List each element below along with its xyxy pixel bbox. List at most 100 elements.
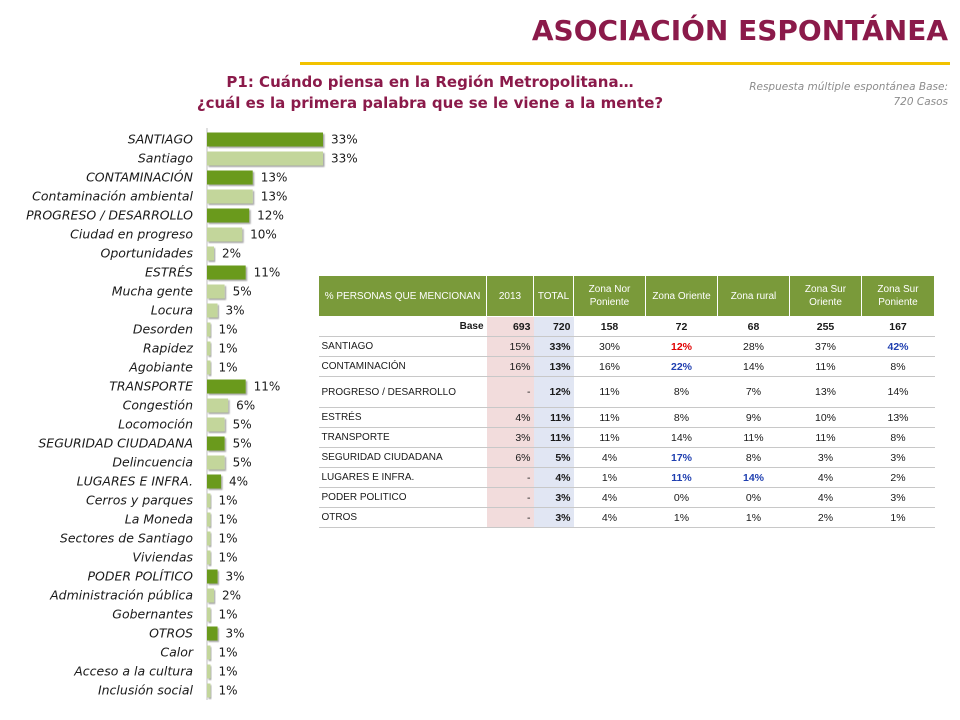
table-cell: 8% [645, 407, 718, 428]
bar-value-label: 5% [233, 285, 252, 299]
bar [207, 303, 218, 318]
table-cell: 14% [717, 356, 790, 377]
table-cell: 3% [533, 487, 574, 508]
table-base-row: Base 693 720 158 72 68 255 167 [318, 316, 935, 337]
table-cell: 68 [717, 316, 790, 337]
table-cell: 17% [645, 447, 718, 468]
bar-value-label: 1% [219, 551, 238, 565]
category-label: Cerros y parques [86, 493, 193, 508]
table-cell: 11% [645, 467, 718, 488]
category-label: Desorden [133, 322, 193, 337]
bar-value-label: 4% [229, 475, 248, 489]
bar-value-label: 1% [219, 342, 238, 356]
category-label: ESTRÉS [145, 265, 193, 280]
table-cell: 1% [645, 507, 718, 528]
bar-value-label: 33% [331, 133, 358, 147]
bar [207, 170, 253, 185]
table-cell: 11% [533, 407, 574, 428]
table-cell: - [486, 487, 534, 508]
table-row: PODER POLITICO -3% 4% 0% 0% 4% 3% [318, 487, 935, 508]
sample-note: Respuesta múltiple espontánea Base: 720 … [718, 80, 948, 110]
bar-value-label: 1% [219, 608, 238, 622]
category-label: TRANSPORTE [109, 379, 193, 394]
bar-value-label: 10% [250, 228, 277, 242]
bar [207, 683, 211, 698]
table-cell: 30% [573, 336, 646, 357]
bar-value-label: 11% [254, 266, 281, 280]
bar [207, 455, 225, 470]
table-cell: 28% [717, 336, 790, 357]
bar [207, 569, 218, 584]
table-cell: 14% [645, 427, 718, 448]
table-cell: 16% [573, 356, 646, 377]
table-cell: 0% [645, 487, 718, 508]
category-label: PROGRESO / DESARROLLO [26, 208, 193, 223]
bar [207, 512, 211, 527]
category-label: LUGARES E INFRA. [77, 474, 193, 489]
bar-value-label: 6% [236, 399, 255, 413]
table-cell: - [486, 376, 534, 408]
table-cell: 7% [717, 376, 790, 408]
category-label: CONTAMINACIÓN [86, 170, 194, 185]
category-label: Inclusión social [98, 683, 194, 698]
table-cell: 12% [645, 336, 718, 357]
bar-value-label: 13% [261, 190, 288, 204]
table-cell: 14% [717, 467, 790, 488]
col-header-nor-poniente: Zona Nor Poniente [573, 275, 646, 317]
table-cell: 4% [573, 447, 646, 468]
table-cell: 11% [533, 427, 574, 448]
row-label-cell: CONTAMINACIÓN [318, 356, 487, 377]
table-cell: 11% [789, 356, 862, 377]
bar [207, 531, 211, 546]
table-cell: 11% [717, 427, 790, 448]
bar-value-label: 5% [233, 456, 252, 470]
bar-value-label: 1% [219, 532, 238, 546]
col-header-2013: 2013 [486, 275, 534, 317]
bar [207, 493, 211, 508]
bar-value-label: 11% [254, 380, 281, 394]
table-cell: 12% [533, 376, 574, 408]
table-cell: 11% [789, 427, 862, 448]
category-label: La Moneda [125, 512, 193, 527]
table-cell: 3% [533, 507, 574, 528]
bar-value-label: 1% [219, 494, 238, 508]
table-cell: 1% [717, 507, 790, 528]
table-cell: 158 [573, 316, 646, 337]
bar [207, 265, 246, 280]
bar-value-label: 3% [226, 304, 245, 318]
bar [207, 588, 215, 603]
table-cell: 13% [861, 407, 935, 428]
bar-value-label: 1% [219, 323, 238, 337]
table-cell: 4% [573, 507, 646, 528]
category-label: Ciudad en progreso [70, 227, 193, 242]
col-header-sur-oriente: Zona Sur Oriente [789, 275, 862, 317]
table-cell: 2% [789, 507, 862, 528]
table-row: PROGRESO / DESARROLLO -12% 11% 8% 7% 13% 14% [318, 376, 935, 408]
table-row: ESTRÉS 4% 11% 11% 8% 9% 10% 13% [318, 407, 935, 428]
category-label: SANTIAGO [128, 132, 193, 147]
table-cell: 8% [645, 376, 718, 408]
bar-value-label: 13% [261, 171, 288, 185]
table-cell: 22% [645, 356, 718, 377]
col-header-total: TOTAL [533, 275, 574, 317]
category-label: SEGURIDAD CIUDADANA [38, 436, 193, 451]
bar [207, 474, 222, 489]
bar-value-label: 5% [233, 418, 252, 432]
bar [207, 645, 211, 660]
table-cell: 4% [486, 407, 534, 428]
category-label: Rapidez [143, 341, 193, 356]
table-cell: 11% [573, 376, 646, 408]
table-cell: 1% [861, 507, 935, 528]
table-cell: - [486, 467, 534, 488]
row-label-cell: LUGARES E INFRA. [318, 467, 487, 488]
table-cell: 11% [573, 407, 646, 428]
note-line-2: 720 Casos [893, 96, 948, 108]
table-cell: 72 [645, 316, 718, 337]
bar [207, 208, 250, 223]
category-label: Congestión [123, 398, 193, 413]
bar [207, 417, 225, 432]
bar [207, 189, 253, 204]
bar-value-label: 1% [219, 665, 238, 679]
question-line-2: ¿cuál es la primera palabra que se le vi… [196, 94, 664, 112]
bar-value-label: 2% [222, 247, 241, 261]
